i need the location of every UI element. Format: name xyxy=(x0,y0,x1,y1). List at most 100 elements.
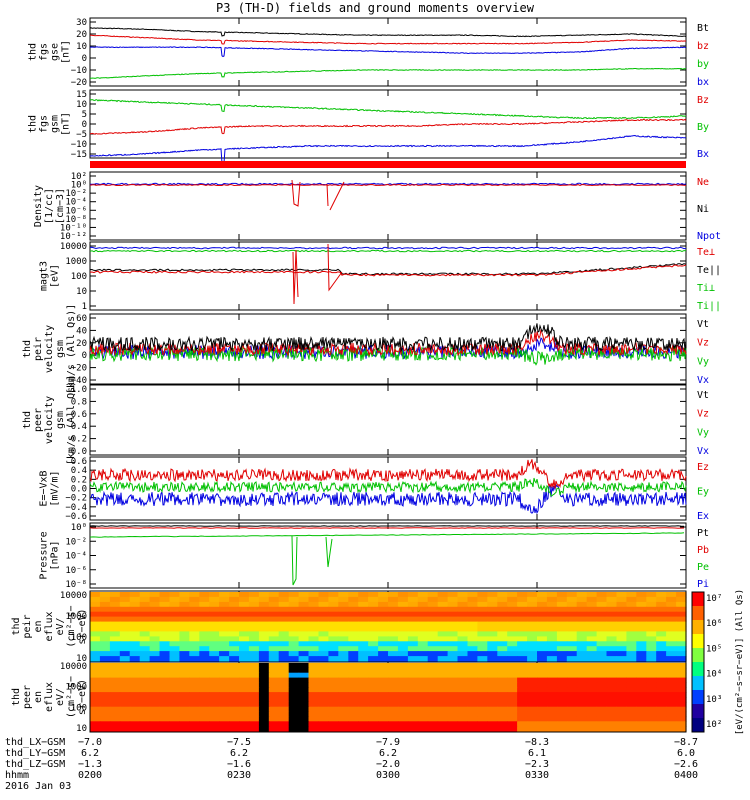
y-tick-label: 10 xyxy=(76,654,87,664)
series-ex xyxy=(89,483,687,515)
y-tick-label: 10 xyxy=(76,724,87,734)
colorbar-segment xyxy=(692,620,704,635)
panel-frame xyxy=(89,17,687,87)
footer-lz: −2.0 xyxy=(375,759,401,770)
series-ne-dropout xyxy=(326,181,345,211)
y-tick-label: 10⁻⁴ xyxy=(65,198,87,208)
spectrogram-peir_spec xyxy=(90,592,687,662)
footer-ly: 6.1 xyxy=(527,748,547,759)
y-tick-label: 40 xyxy=(76,326,87,336)
y-tick-label: 0.0 xyxy=(71,447,87,457)
y-axis-label: thdfgsgsm[nT] xyxy=(28,112,72,136)
footer-lx: −7.9 xyxy=(375,737,401,748)
y-axis-label: thdpeervelocitygsm[km/s (All Qs)] xyxy=(22,375,77,465)
y-axis-label: E=−VxB[mV/m] xyxy=(39,470,61,506)
panel-peir_spec: 10000 1000 100 10 thdpeirenefluxeV/(cm²−s−sr… xyxy=(11,590,687,664)
y-tick-label: 0.0 xyxy=(71,485,87,495)
series-bx xyxy=(89,134,687,165)
legend-vt: Vt xyxy=(697,319,709,330)
colorbar-segment xyxy=(692,634,704,649)
colorbar-segment xyxy=(692,676,704,691)
y-tick-label: 1000 xyxy=(65,683,87,693)
y-tick-label: 10⁻¹² xyxy=(60,232,87,242)
y-tick-label: 1.0 xyxy=(71,385,87,395)
y-tick-label: 1000 xyxy=(65,612,87,622)
y-tick-label: −40 xyxy=(71,376,87,386)
y-tick-label: 0 xyxy=(82,351,87,361)
panel-peer_spec: 10000 1000 100 10 thdpeerenefluxeV/(cm²−s−sr… xyxy=(11,661,687,734)
legend-bx: bx xyxy=(697,77,709,88)
legend-pi: Pi xyxy=(697,579,709,590)
footer-row-label: thd_LZ−GSM xyxy=(5,759,66,770)
y-tick-label: 0.6 xyxy=(71,410,87,420)
panel-frame xyxy=(89,241,687,311)
y-tick-label: 10⁰ xyxy=(71,523,87,533)
y-axis-label: thdpeerenefluxeV/(cm²−s−sr−eV) xyxy=(11,676,88,718)
series-te-par xyxy=(89,263,687,276)
y-tick-label: −0.4 xyxy=(65,503,87,513)
colorbar: 10⁷ 10⁶ 10⁵ 10⁴ 10³ 10² [eV/(cm²−s−sr−eV)] (Al… xyxy=(691,589,745,735)
footer-hhmm: 0200 xyxy=(77,770,103,781)
colorbar-segment xyxy=(692,648,704,663)
y-tick-label: 0.8 xyxy=(71,397,87,407)
footer-row-labels: thd_LX−GSM thd_LY−GSM thd_LZ−GSM hhmm 2016 J… xyxy=(5,737,71,792)
y-tick-label: 0.4 xyxy=(71,422,87,432)
y-axis-label: magt3[eV] xyxy=(39,261,61,291)
flag-bar xyxy=(90,161,686,168)
panel-frame xyxy=(89,522,687,589)
y-tick-label: −20 xyxy=(71,364,87,374)
chart-title: P3 (TH-D) fields and ground moments over… xyxy=(216,1,534,15)
y-tick-label: −5 xyxy=(76,130,87,140)
footer-column: −8.7 6.0 −2.6 0400 xyxy=(656,737,716,781)
colorbar-segment xyxy=(692,662,704,677)
footer-ly: 6.0 xyxy=(676,748,696,759)
y-tick-label: 20 xyxy=(76,339,87,349)
legend-vy: Vy xyxy=(697,356,709,367)
series-te-perp xyxy=(89,264,687,277)
panel-efield: 0.60.40.20.0−0.2−0.4−0.6 E=−VxB[mV/m] Ez Ey… xyxy=(39,456,709,522)
series-bz xyxy=(89,118,687,135)
y-tick-label: 0.2 xyxy=(71,475,87,485)
y-tick-label: 0.2 xyxy=(71,435,87,445)
y-tick-label: 10⁻² xyxy=(65,189,87,199)
panel-frame xyxy=(89,89,687,159)
y-tick-label: 1 xyxy=(82,302,87,312)
series-by xyxy=(90,67,687,79)
series-by xyxy=(89,99,687,120)
footer-hhmm: 0330 xyxy=(524,770,550,781)
footer-lz: −2.6 xyxy=(673,759,699,770)
legend-ni: Ni xyxy=(697,204,709,215)
footer-hhmm: 0400 xyxy=(673,770,699,781)
y-axis-label: Pressure[nPa] xyxy=(39,531,61,579)
legend-bt: Bt xyxy=(697,23,709,34)
legend-bz: Bz xyxy=(697,95,709,106)
y-tick-label: 10⁰ xyxy=(71,181,87,191)
legend-bz: bz xyxy=(697,41,709,52)
y-tick-label: −15 xyxy=(71,150,87,160)
footer-lx: −7.0 xyxy=(77,737,103,748)
y-tick-label: 10000 xyxy=(60,662,87,672)
y-tick-label: 60 xyxy=(76,314,87,324)
colorbar-tick-label: 10⁴ xyxy=(706,670,722,680)
y-tick-label: 10 xyxy=(76,100,87,110)
panel-pressure: 10⁰ 10⁻² 10⁻⁴ 10⁻⁶ 10⁻⁸ Pressure[nPa] Pt Pb Pe Pi xyxy=(39,522,709,590)
legend-by: by xyxy=(697,59,709,70)
series-bz xyxy=(89,34,687,45)
footer-column: −8.3 6.1 −2.3 0330 xyxy=(507,737,567,781)
y-tick-label: 10⁻⁸ xyxy=(65,215,87,225)
series-pe-dropout xyxy=(291,535,333,586)
series-vt xyxy=(89,323,687,353)
legend-ez: Ez xyxy=(697,462,709,473)
colorbar-tick-label: 10⁵ xyxy=(706,644,722,654)
footer-row-label: thd_LY−GSM xyxy=(5,748,66,759)
y-tick-label: 10 xyxy=(76,42,87,52)
colorbar-tick-label: 10⁶ xyxy=(706,619,722,629)
colorbar-tick-label: 10³ xyxy=(706,695,722,705)
footer-ly: 6.2 xyxy=(80,748,100,759)
legend-vt: Vt xyxy=(697,390,709,401)
series-ey xyxy=(89,477,687,497)
panel-peer_vel: 1.0 0.8 0.6 0.4 0.2 0.0thdpeervelocitygsm[km/… xyxy=(22,375,709,465)
colorbar-segment xyxy=(692,690,704,705)
